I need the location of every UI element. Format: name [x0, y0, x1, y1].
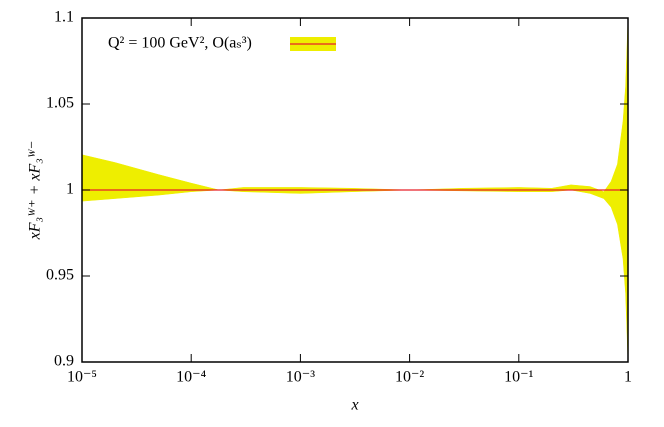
x-axis-label: x	[350, 397, 358, 414]
y-tick-label: 0.95	[46, 267, 74, 284]
legend-label: Q² = 100 GeV², O(aₛ³)	[108, 35, 252, 52]
y-tick-label: 1.1	[54, 9, 74, 26]
y-tick-label: 0.9	[54, 353, 74, 370]
x-tick-label: 10⁻¹	[504, 369, 533, 386]
y-tick-label: 1.05	[46, 95, 74, 112]
x-tick-label: 10⁻³	[286, 369, 315, 386]
x-tick-label: 10⁻²	[395, 369, 424, 386]
x-tick-label: 10⁻⁵	[67, 369, 97, 386]
y-axis-label: xF₃ᵂ⁺ + xF₃ᵂ⁻	[27, 141, 44, 241]
x-tick-label: 10⁻⁴	[176, 369, 206, 386]
x-tick-label: 1	[624, 369, 632, 386]
y-tick-label: 1	[66, 181, 74, 198]
